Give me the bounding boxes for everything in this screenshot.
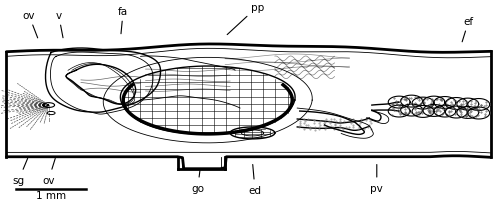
Text: ov: ov bbox=[22, 11, 38, 39]
Polygon shape bbox=[412, 106, 434, 118]
Text: ed: ed bbox=[248, 165, 262, 195]
Polygon shape bbox=[434, 97, 456, 109]
Polygon shape bbox=[388, 106, 410, 117]
Polygon shape bbox=[423, 97, 445, 108]
Polygon shape bbox=[468, 107, 489, 119]
Text: fa: fa bbox=[118, 7, 128, 35]
Text: go: go bbox=[192, 171, 204, 193]
Polygon shape bbox=[457, 107, 478, 119]
Polygon shape bbox=[468, 99, 489, 111]
Text: sg: sg bbox=[12, 159, 28, 185]
Text: pp: pp bbox=[227, 3, 264, 35]
Polygon shape bbox=[423, 105, 445, 117]
Text: 1 mm: 1 mm bbox=[36, 190, 66, 200]
Polygon shape bbox=[400, 105, 422, 116]
Text: v: v bbox=[56, 11, 63, 39]
Polygon shape bbox=[434, 106, 456, 117]
Text: ef: ef bbox=[462, 17, 474, 43]
Polygon shape bbox=[446, 98, 468, 110]
Polygon shape bbox=[446, 106, 468, 118]
Polygon shape bbox=[457, 99, 478, 110]
Polygon shape bbox=[412, 98, 434, 109]
Text: pv: pv bbox=[370, 165, 383, 193]
Text: ov: ov bbox=[42, 159, 56, 185]
Polygon shape bbox=[400, 96, 422, 107]
Polygon shape bbox=[388, 97, 410, 108]
